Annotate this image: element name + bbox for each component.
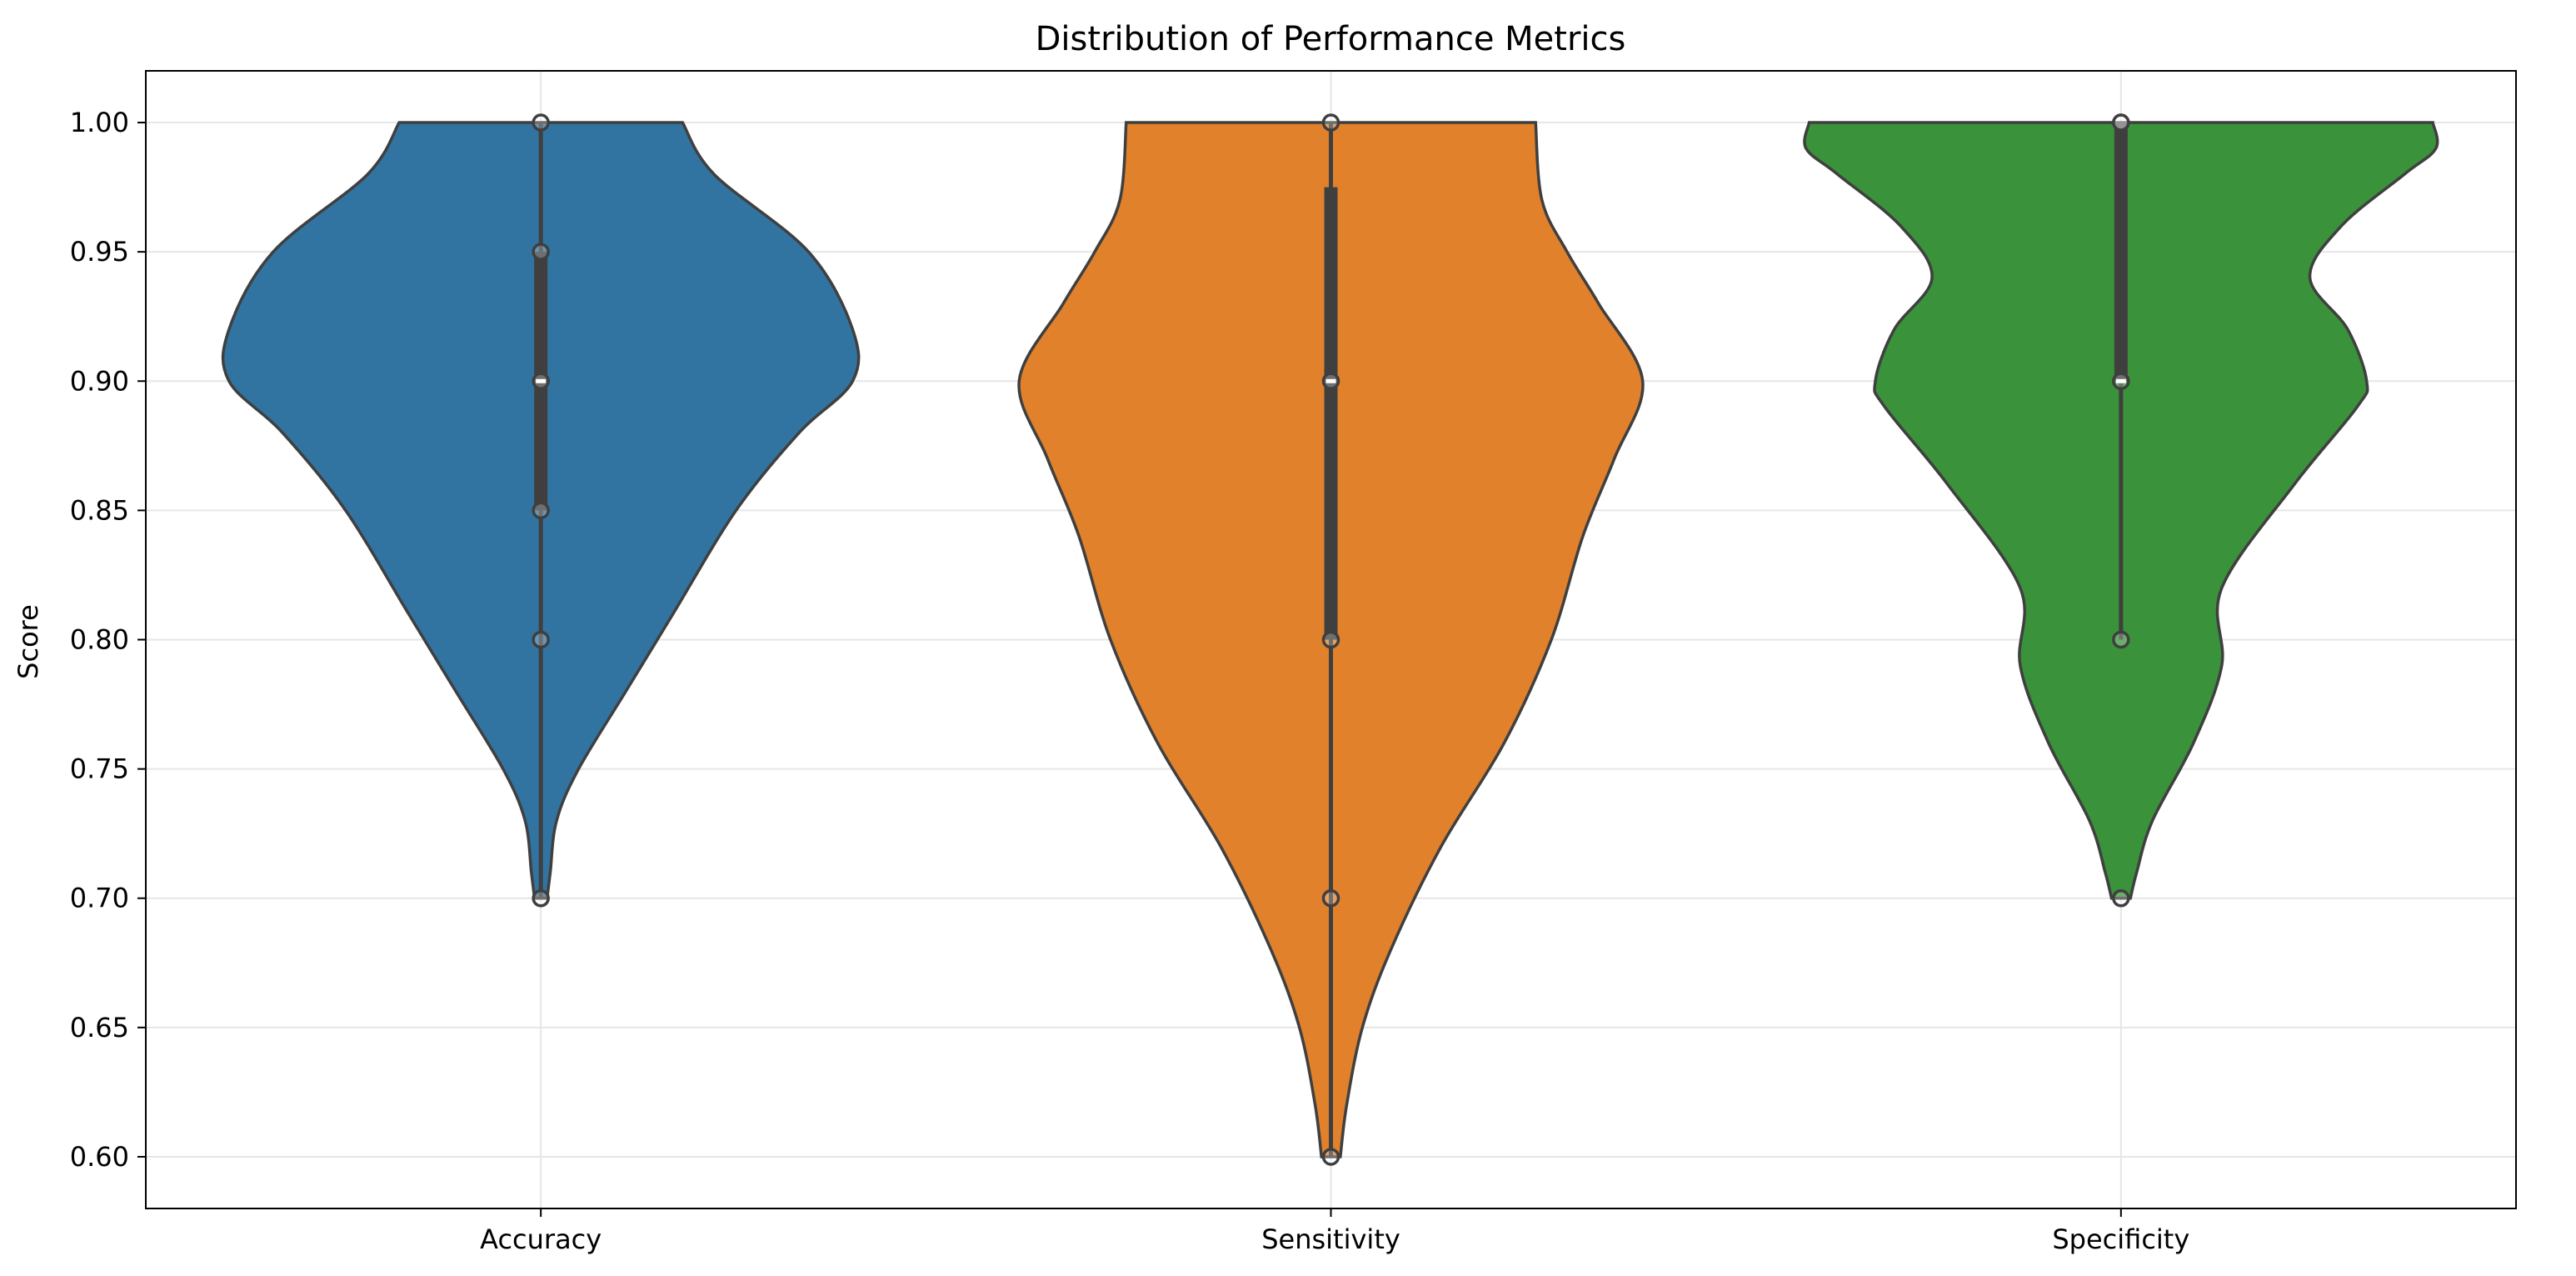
y-tick-label: 0.90 bbox=[70, 365, 129, 397]
y-tick-label: 0.65 bbox=[70, 1012, 129, 1043]
x-axis-ticks: Accuracy Sensitivity Specificity bbox=[480, 1208, 2189, 1255]
y-tick-label: 0.60 bbox=[70, 1141, 129, 1173]
data-point-sensitivity bbox=[1321, 630, 1340, 649]
data-point-sensitivity bbox=[1321, 113, 1340, 132]
data-point-specificity bbox=[2112, 372, 2130, 391]
data-point-specificity bbox=[2112, 113, 2130, 132]
y-tick-label: 0.85 bbox=[70, 494, 129, 526]
y-axis-ticks: 0.60 0.65 0.70 0.75 0.80 0.85 0.90 0.95 1.00 bbox=[70, 107, 146, 1173]
data-point-sensitivity bbox=[1321, 372, 1340, 391]
data-point-specificity bbox=[2112, 888, 2130, 908]
chart-title: Distribution of Performance Metrics bbox=[1036, 20, 1626, 58]
box-layer bbox=[534, 123, 2128, 1157]
data-point-accuracy bbox=[532, 243, 550, 261]
data-point-accuracy bbox=[532, 501, 550, 520]
y-tick-label: 0.95 bbox=[70, 236, 129, 268]
data-point-accuracy bbox=[532, 372, 550, 391]
data-point-sensitivity bbox=[1321, 888, 1340, 908]
point-layer bbox=[532, 113, 2130, 1166]
x-tick-label: Accuracy bbox=[480, 1223, 602, 1255]
y-tick-label: 1.00 bbox=[70, 107, 129, 138]
data-point-accuracy bbox=[532, 630, 550, 649]
x-tick-label: Specificity bbox=[2052, 1223, 2189, 1255]
y-axis-label: Score bbox=[12, 604, 44, 679]
data-point-specificity bbox=[2112, 630, 2130, 649]
y-tick-label: 0.80 bbox=[70, 624, 129, 656]
x-tick-label: Sensitivity bbox=[1261, 1223, 1400, 1255]
data-point-sensitivity bbox=[1321, 1148, 1340, 1166]
y-tick-label: 0.75 bbox=[70, 753, 129, 785]
data-point-accuracy bbox=[532, 113, 550, 132]
y-tick-label: 0.70 bbox=[70, 883, 129, 914]
data-point-accuracy bbox=[532, 888, 550, 908]
